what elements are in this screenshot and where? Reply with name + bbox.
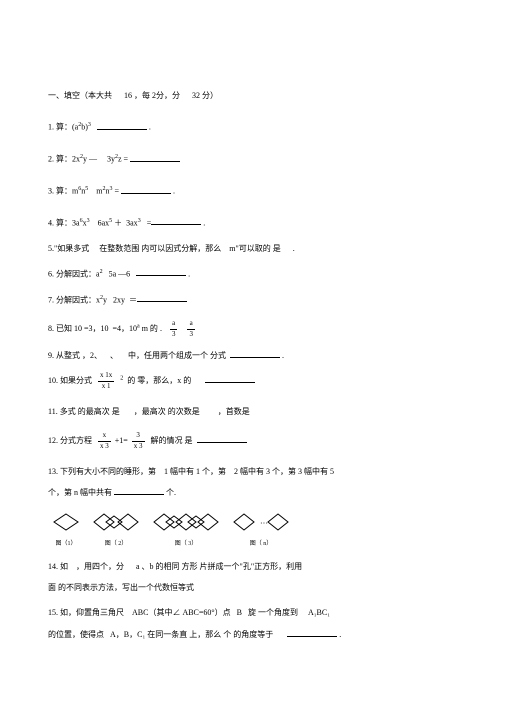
- diamond-icon: [52, 512, 80, 532]
- question-2: 2. 算：2x2y ― 3y2z =: [48, 153, 457, 165]
- blank: [97, 122, 147, 130]
- blank: [197, 435, 247, 443]
- blank: [137, 294, 187, 302]
- diagram-n: ··· 图（ n）: [232, 512, 290, 547]
- blank: [151, 217, 201, 225]
- header-total: 32 分）: [192, 91, 218, 100]
- blank: [287, 629, 337, 637]
- diamond-icon: [92, 512, 140, 532]
- question-4: 4. 算：3a6x3 6ax5 ＋ 3ax3 = .: [48, 217, 457, 229]
- diagram-1: 图（1）: [52, 512, 80, 547]
- blank: [121, 186, 171, 194]
- question-9: 9. 从整式 ，2、 、 中，任用两个组成一个 分式 .: [48, 350, 457, 361]
- question-15b: 的位置，使得点 A，B，C₁ 在同一条直 上，那么 个 的角度等于 .: [48, 629, 457, 640]
- question-7: 7. 分解因式：x2y 2xy ＝: [48, 294, 457, 306]
- question-3: 3. 算：m6n5 m2n3 = .: [48, 185, 457, 197]
- question-6: 6. 分解因式：a2 5a ―6 .: [48, 268, 457, 280]
- svg-text:···: ···: [260, 519, 268, 528]
- fraction: a3: [187, 319, 195, 340]
- blank: [230, 350, 280, 358]
- question-5: 5."如果多式 在整数范围 内可以因式分解，那么 m"可以取的 是 .: [48, 243, 457, 254]
- question-12: 12. 分式方程 xx 3 +1= 3x 3 解的情况 是: [48, 431, 457, 452]
- diamond-icon: [152, 512, 220, 532]
- blank: [130, 154, 180, 162]
- fraction: x 1xx 1: [98, 371, 114, 392]
- question-1: 1. 算：(a2b)3 .: [48, 121, 457, 133]
- question-13b: 个，第 n 幅中共有 个.: [48, 487, 457, 498]
- diagram-3: 图（ 3）: [152, 512, 220, 547]
- blank: [114, 487, 164, 495]
- fraction: 3x 3: [132, 431, 145, 452]
- fraction: a3: [170, 319, 178, 340]
- fraction: xx 3: [98, 431, 111, 452]
- question-13: 13. 下列有大小不同的睡形，第 1 幅中有 1 个，第 2 幅中有 3 个，第…: [48, 466, 457, 477]
- blank: [136, 268, 186, 276]
- question-10: 10. 如果分式 x 1xx 1 2 的 零，那么，x 的: [48, 371, 457, 392]
- question-8: 8. 已知 10 =3，10 =4，10a m 的 . a3 a3: [48, 319, 457, 340]
- diagram-2: 图（ 2）: [92, 512, 140, 547]
- question-11: 11. 多式 的最高次 是 ，最高次 的次数是 ，首数是: [48, 406, 457, 417]
- diamond-icon: ···: [232, 512, 290, 532]
- header-title: 一、填空（本大共: [48, 91, 112, 100]
- section-header: 一、填空（本大共 16 ，每 2分，分 32 分）: [48, 90, 457, 101]
- question-14: 14. 如 ，用四个，分 a 、b 的相同 方形 片拼成一个"孔"正方形，利用: [48, 561, 457, 572]
- blank: [205, 375, 255, 383]
- question-15: 15. 如，仰置角三角尺 ABC（其中∠ ABC=60°）点 B 旋 一个角度到…: [48, 607, 457, 618]
- question-14b: 面 的不同表示方法，写出一个代数恒等式: [48, 582, 457, 593]
- header-count: 16 ，每 2分，分: [124, 91, 180, 100]
- diamond-diagrams: 图（1） 图（ 2） 图（ 3） ··· 图（ n）: [52, 512, 457, 547]
